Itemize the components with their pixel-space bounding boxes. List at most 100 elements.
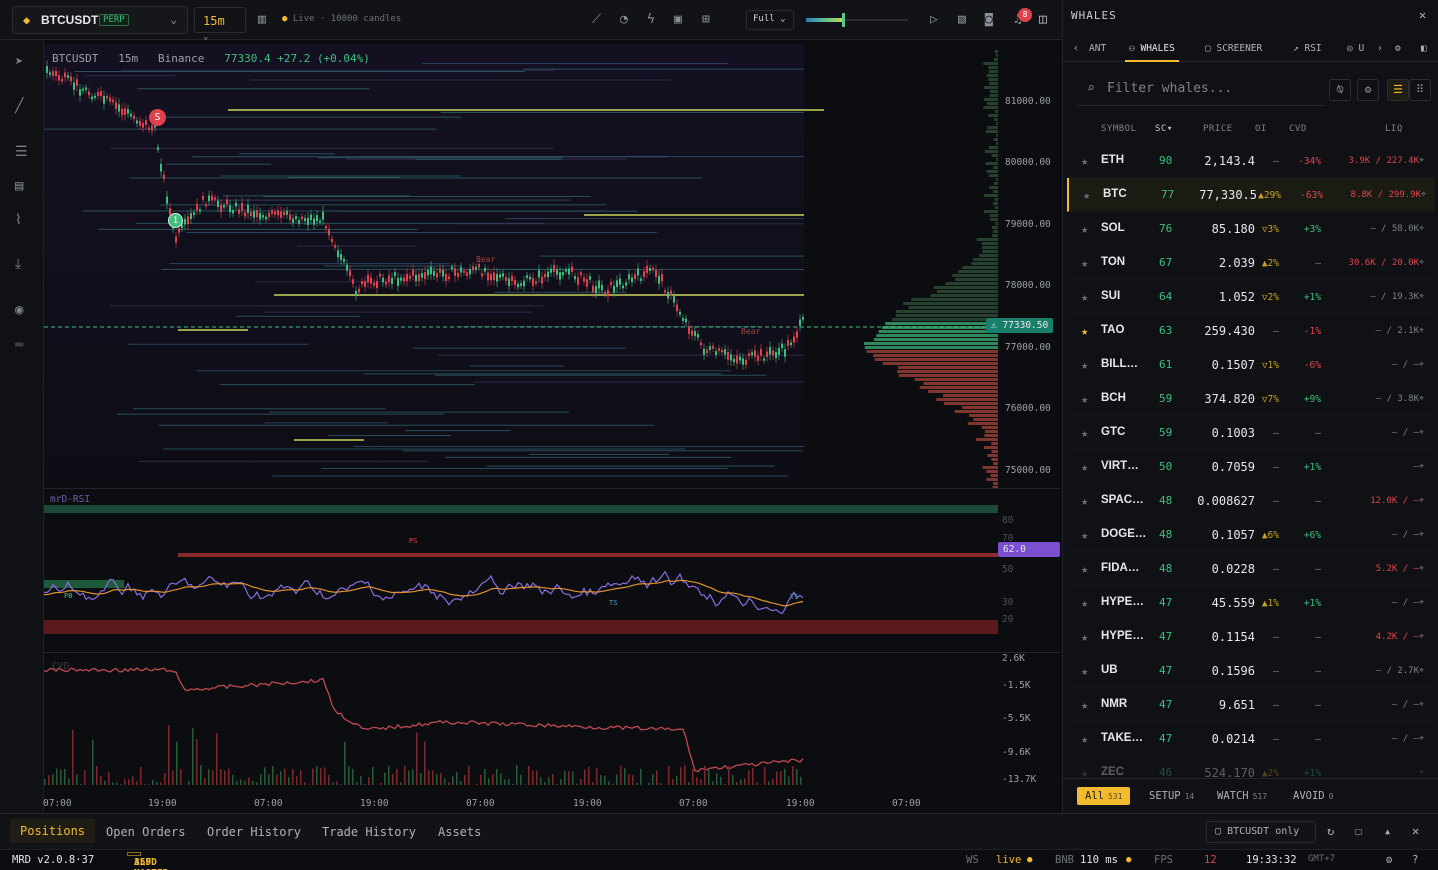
pin-icon[interactable]: ⌖ — [1419, 598, 1425, 608]
pin-icon[interactable]: ⌖ — [1419, 530, 1425, 540]
whale-row[interactable]: ★ SUI 64 1.052 ▽2% +1% – / 19.3K ⌖ — [1067, 280, 1435, 314]
star-icon[interactable]: ★ — [1081, 426, 1089, 440]
tab-rsi[interactable]: ↗ RSI — [1293, 43, 1322, 54]
whale-row[interactable]: ★ UB 47 0.1596 – – – / 2.7K ⌖ — [1067, 654, 1435, 688]
mute-bell-icon[interactable]: ⍉ — [1329, 79, 1351, 101]
grid-view-icon[interactable]: ⠿ — [1409, 79, 1431, 101]
tab-whales[interactable]: ⚇ WHALES — [1125, 43, 1179, 62]
star-icon[interactable]: ★ — [1081, 324, 1089, 338]
pin-icon[interactable]: ⌖ — [1419, 258, 1425, 268]
whale-row[interactable]: ★ GTC 59 0.1003 – – – / – ⌖ — [1067, 416, 1435, 450]
image-icon[interactable]: ▧ — [958, 12, 966, 27]
whale-row[interactable]: ★ TAKE… 47 0.0214 – – – / – ⌖ — [1067, 722, 1435, 756]
whale-row[interactable]: ★ VIRT… 50 0.7059– +1% – ⌖ — [1067, 450, 1435, 484]
tab-screener[interactable]: ▢ SCREENER — [1205, 43, 1262, 54]
whale-row[interactable]: ★ ZEC 46 524.170 ▲2% +1% ⌖ — [1067, 756, 1435, 790]
trash-icon[interactable]: ▬ — [15, 336, 24, 352]
symbol-selector[interactable]: ◆ BTCUSDT PERP ⌄ — [12, 6, 188, 34]
robot-icon[interactable]: ▣ — [674, 12, 682, 27]
pin-icon[interactable]: ⌖ — [1419, 768, 1425, 778]
pin-icon[interactable]: ⌖ — [1419, 632, 1425, 642]
indicator-icon[interactable]: ⌇ — [15, 212, 22, 228]
tab-assets[interactable]: Assets — [438, 825, 482, 839]
settings-icon[interactable]: ⚙ — [1386, 854, 1393, 866]
help-icon[interactable]: ? — [1412, 854, 1419, 866]
star-icon[interactable]: ★ — [1081, 562, 1089, 576]
pin-icon[interactable]: ⌖ — [1419, 394, 1425, 404]
star-icon[interactable]: ★ — [1081, 494, 1089, 508]
pin-icon[interactable]: ⌖ — [1421, 190, 1427, 200]
pin-icon[interactable]: ⌖ — [1419, 292, 1425, 302]
opacity-slider[interactable] — [806, 13, 908, 27]
star-icon[interactable]: ★ — [1081, 222, 1089, 236]
pin-icon[interactable]: ⌖ — [1419, 734, 1425, 744]
pin-icon[interactable]: ⌖ — [1419, 700, 1425, 710]
panel-chart-icon[interactable]: ▤ — [15, 178, 24, 194]
sidebar-toggle-icon[interactable]: ◧ — [1421, 43, 1427, 54]
filter-settings-icon[interactable]: ⚙ — [1357, 79, 1379, 101]
star-icon[interactable]: ★ — [1083, 188, 1091, 202]
pin-icon[interactable]: ⌖ — [1419, 496, 1425, 506]
star-icon[interactable]: ★ — [1081, 392, 1089, 406]
pane-separator[interactable] — [44, 488, 1060, 489]
whale-row[interactable]: ★ SPAC… 48 0.008627 – – 12.0K / – ⌖ — [1067, 484, 1435, 518]
chart-area[interactable] — [43, 40, 1060, 813]
star-icon[interactable]: ★ — [1081, 630, 1089, 644]
pin-icon[interactable]: ⌖ — [1419, 326, 1425, 336]
tab-trade-history[interactable]: Trade History — [322, 825, 416, 839]
col-liq[interactable]: LIQ — [1385, 124, 1403, 134]
chart-canvas[interactable] — [43, 40, 1060, 813]
star-icon[interactable]: ★ — [1081, 256, 1089, 270]
pin-icon[interactable]: ⌖ — [1419, 428, 1425, 438]
tab-order-history[interactable]: Order History — [207, 825, 301, 839]
pin-icon[interactable]: ⌖ — [1419, 666, 1425, 676]
play-icon[interactable]: ▷ — [930, 12, 938, 27]
bar-chart-icon[interactable]: ▥ — [258, 12, 266, 27]
filter-setup[interactable]: SETUP 14 — [1141, 787, 1202, 805]
star-icon[interactable]: ★ — [1081, 596, 1089, 610]
filter-all[interactable]: All 531 — [1077, 787, 1131, 805]
download-icon[interactable]: ⤓ — [15, 256, 22, 272]
star-icon[interactable]: ★ — [1081, 664, 1089, 678]
pin-icon[interactable]: ⌖ — [1419, 224, 1425, 234]
whale-row[interactable]: ★ DOGE… 48 0.1057 ▲6% +6% – / – ⌖ — [1067, 518, 1435, 552]
col-price[interactable]: PRICE — [1203, 124, 1233, 134]
tab-ant[interactable]: ANT — [1089, 43, 1107, 54]
whale-row[interactable]: ★ NMR 47 9.651 – – – / – ⌖ — [1067, 688, 1435, 722]
whale-row[interactable]: ★ FIDA… 48 0.0228 – – 5.2K / – ⌖ — [1067, 552, 1435, 586]
star-icon[interactable]: ★ — [1081, 290, 1089, 304]
star-icon[interactable]: ★ — [1081, 766, 1089, 780]
whale-row[interactable]: ★ BILL… 61 0.1507 ▽1% -6% – / – ⌖ — [1067, 348, 1435, 382]
col-score[interactable]: SC▾ — [1155, 124, 1173, 134]
whale-row[interactable]: ★ HYPE… 47 0.1154 – – 4.2K / – ⌖ — [1067, 620, 1435, 654]
tab-scroll-right-icon[interactable]: › — [1377, 43, 1383, 54]
star-icon[interactable]: ★ — [1081, 460, 1089, 474]
col-symbol[interactable]: SYMBOL — [1101, 124, 1137, 134]
trendline-icon[interactable]: ╱ — [15, 98, 24, 114]
star-icon[interactable]: ★ — [1081, 528, 1089, 542]
maximize-icon[interactable]: ☐ — [1355, 824, 1363, 838]
timeframe-selector[interactable]: 15m ⌄ — [194, 7, 246, 42]
horizontal-lines-icon[interactable]: ☰ — [15, 144, 28, 160]
tab-u[interactable]: ◎ U — [1347, 43, 1364, 54]
layout-icon[interactable]: ◫ — [1039, 12, 1047, 27]
pin-icon[interactable]: ⌖ — [1419, 462, 1425, 472]
sell-signal-marker[interactable]: S — [149, 109, 166, 126]
list-view-icon[interactable]: ☰ — [1387, 79, 1409, 101]
pin-icon[interactable]: ⌖ — [1419, 156, 1425, 166]
col-cvd[interactable]: CVD — [1289, 124, 1307, 134]
whale-row[interactable]: ★ BTC 77 77,330.5 ▲29% -63% 8.8K / 299.9K ⌖ — [1067, 178, 1435, 212]
bell-icon[interactable]: ♫ — [1014, 12, 1022, 27]
filter-avoid[interactable]: AVOID 0 — [1285, 787, 1341, 805]
filter-watch[interactable]: WATCH 517 — [1209, 787, 1275, 805]
symbol-only-checkbox[interactable]: ▢ BTCUSDT only — [1206, 821, 1316, 843]
star-icon[interactable]: ★ — [1081, 358, 1089, 372]
collapse-icon[interactable]: ▴ — [1384, 824, 1392, 838]
whale-row[interactable]: ★ SOL 76 85.180 ▽3% +3% – / 58.0K ⌖ — [1067, 212, 1435, 246]
buy-signal-marker[interactable]: 1 — [168, 213, 183, 228]
whale-row[interactable]: ★ BCH 59 374.820 ▽7% +9% – / 3.8K ⌖ — [1067, 382, 1435, 416]
settings-gear-icon[interactable]: ⚙ — [1395, 43, 1401, 54]
cursor-icon[interactable]: ➤ — [15, 54, 24, 70]
pin-icon[interactable]: ⌖ — [1419, 360, 1425, 370]
whale-filter-input[interactable]: ⌕ Filter whales... — [1077, 72, 1325, 106]
